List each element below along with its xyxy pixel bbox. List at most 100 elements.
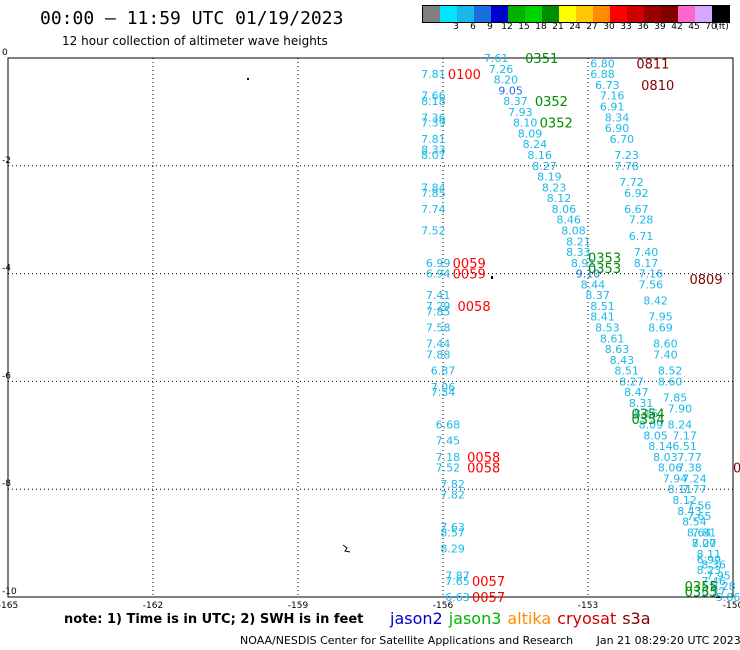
wave-height-value: 7.23 bbox=[614, 149, 639, 162]
wave-height-value: 7.39 bbox=[421, 117, 446, 130]
legend-label: 30 bbox=[603, 22, 615, 32]
legend-label: 24 bbox=[569, 22, 581, 32]
legend-swatch bbox=[712, 6, 729, 22]
wave-height-value: 8.08 bbox=[561, 224, 586, 237]
satellite-name: jason3 bbox=[448, 609, 502, 628]
legend-label: 33 bbox=[620, 22, 632, 32]
wave-height-value: 8.44 bbox=[581, 278, 606, 291]
wave-height-value: 8.52 bbox=[658, 365, 683, 378]
wave-height-value: 7.88 bbox=[426, 348, 451, 361]
lat-tick-label: -2 bbox=[2, 156, 11, 166]
legend-label: 39 bbox=[654, 22, 666, 32]
wave-height-value: 8.19 bbox=[537, 171, 562, 184]
color-scale-legend bbox=[422, 5, 730, 23]
wave-height-value: 7.94 bbox=[663, 472, 688, 485]
legend-label: 12 bbox=[501, 22, 513, 32]
wave-height-value: 8.14 bbox=[648, 440, 673, 453]
time-label: 0354 bbox=[632, 408, 665, 423]
wave-height-value: 8.64 bbox=[687, 526, 712, 539]
wave-height-value: 7.45 bbox=[436, 435, 461, 448]
lat-tick-label: 0 bbox=[2, 48, 8, 58]
wave-height-value: 8.05 bbox=[643, 429, 668, 442]
wave-height-value: 7.06 bbox=[431, 381, 456, 394]
island-mark bbox=[491, 276, 493, 279]
wave-height-value: 8.51 bbox=[614, 365, 639, 378]
wave-height-value: 6.87 bbox=[431, 365, 456, 378]
wave-height-value: 8.27 bbox=[692, 537, 717, 550]
time-label: 0058 bbox=[467, 462, 500, 477]
wave-height-value: 8.07 bbox=[421, 149, 446, 162]
page-subtitle: 12 hour collection of altimeter wave hei… bbox=[62, 34, 328, 48]
time-label: 0059 bbox=[453, 268, 486, 283]
time-label: 08 bbox=[733, 462, 740, 477]
lon-tick-label: -156 bbox=[433, 601, 454, 611]
wave-height-value: 6.67 bbox=[624, 203, 649, 216]
lon-tick-label: -165 bbox=[0, 601, 18, 611]
wave-height-value: 8.29 bbox=[440, 542, 465, 555]
wave-height-value: 7.28 bbox=[629, 214, 654, 227]
wave-height-value: 7.38 bbox=[677, 462, 702, 475]
wave-height-value: 8.33 bbox=[421, 144, 446, 157]
legend-swatch bbox=[559, 6, 576, 22]
time-label: 0352 bbox=[535, 95, 568, 110]
wave-height-value: 7.77 bbox=[677, 451, 702, 464]
wave-height-value: 8.47 bbox=[624, 386, 649, 399]
lon-tick-label: -153 bbox=[578, 601, 598, 611]
legend-label: 3 bbox=[453, 22, 459, 32]
legend-label: 9 bbox=[487, 22, 493, 32]
wave-height-value: 7.84 bbox=[421, 181, 446, 194]
legend-swatch bbox=[423, 6, 440, 22]
wave-height-value: 7.65 bbox=[687, 510, 712, 523]
wave-height-value: 7.46 bbox=[701, 575, 726, 588]
wave-height-value: 7.85 bbox=[421, 187, 446, 200]
wave-height-value: 8.37 bbox=[503, 95, 528, 108]
wave-height-value: 6.91 bbox=[600, 101, 625, 114]
wave-height-value: 8.11 bbox=[697, 548, 722, 561]
lon-tick-label: -162 bbox=[143, 601, 163, 611]
wave-height-value: 6.70 bbox=[610, 133, 635, 146]
wave-height-value: 6.71 bbox=[629, 230, 654, 243]
wave-height-value: 7.44 bbox=[426, 338, 451, 351]
wave-height-value: 8.06 bbox=[552, 203, 577, 216]
wave-height-value: 8.33 bbox=[566, 246, 591, 259]
lon-tick-label: -150 bbox=[723, 601, 740, 611]
wave-height-value: 8.23 bbox=[697, 564, 722, 577]
legend-swatch bbox=[542, 6, 559, 22]
time-label: 0810 bbox=[641, 79, 674, 94]
wave-height-value: 8.60 bbox=[653, 338, 678, 351]
legend-swatch bbox=[508, 6, 525, 22]
wave-height-value: 8.54 bbox=[682, 516, 707, 529]
wave-height-value: 8.03 bbox=[653, 451, 678, 464]
wave-height-value: 7.81 bbox=[692, 526, 717, 539]
wave-height-value: 6.99 bbox=[426, 257, 451, 270]
wave-height-value: 8.09 bbox=[639, 419, 664, 432]
wave-height-value: 7.93 bbox=[508, 106, 533, 119]
legend-swatch bbox=[576, 6, 593, 22]
wave-height-value: 7.74 bbox=[421, 203, 446, 216]
wave-height-value: 8.69 bbox=[648, 322, 673, 335]
wave-height-value: 7.00 bbox=[692, 537, 717, 550]
wave-height-value: 7.36 bbox=[421, 111, 446, 124]
time-label: 0351 bbox=[525, 52, 558, 67]
wave-height-value: 7.82 bbox=[440, 478, 465, 491]
legend-swatch bbox=[525, 6, 542, 22]
wave-height-value: 8.16 bbox=[527, 149, 552, 162]
wave-height-value: 6.73 bbox=[595, 79, 620, 92]
generated-timestamp: Jan 21 08:29:20 UTC 2023 bbox=[596, 634, 740, 647]
time-label: 0057 bbox=[472, 591, 505, 606]
lat-tick-label: -10 bbox=[2, 587, 17, 597]
wave-height-value: 8.31 bbox=[629, 397, 654, 410]
plot-frame bbox=[7, 57, 734, 598]
time-label: 0057 bbox=[472, 575, 505, 590]
wave-height-value: 7.95 bbox=[706, 569, 731, 582]
satellite-legend: jason2 jason3 altika cryosat s3a bbox=[390, 609, 657, 628]
wave-height-value: 7.87 bbox=[445, 569, 470, 582]
legend-swatch bbox=[627, 6, 644, 22]
wave-height-value: 6.99 bbox=[697, 553, 722, 566]
satellite-name: jason2 bbox=[390, 609, 443, 628]
legend-swatch bbox=[491, 6, 508, 22]
wave-height-value: 7.40 bbox=[653, 348, 678, 361]
time-label: 0353 bbox=[588, 262, 621, 277]
